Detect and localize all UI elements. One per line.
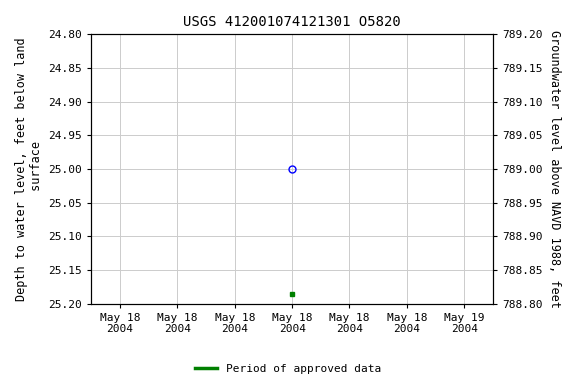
Y-axis label: Depth to water level, feet below land
 surface: Depth to water level, feet below land su… — [15, 37, 43, 301]
Legend: Period of approved data: Period of approved data — [191, 359, 385, 379]
Title: USGS 412001074121301 O5820: USGS 412001074121301 O5820 — [183, 15, 401, 29]
Y-axis label: Groundwater level above NAVD 1988, feet: Groundwater level above NAVD 1988, feet — [548, 30, 561, 308]
